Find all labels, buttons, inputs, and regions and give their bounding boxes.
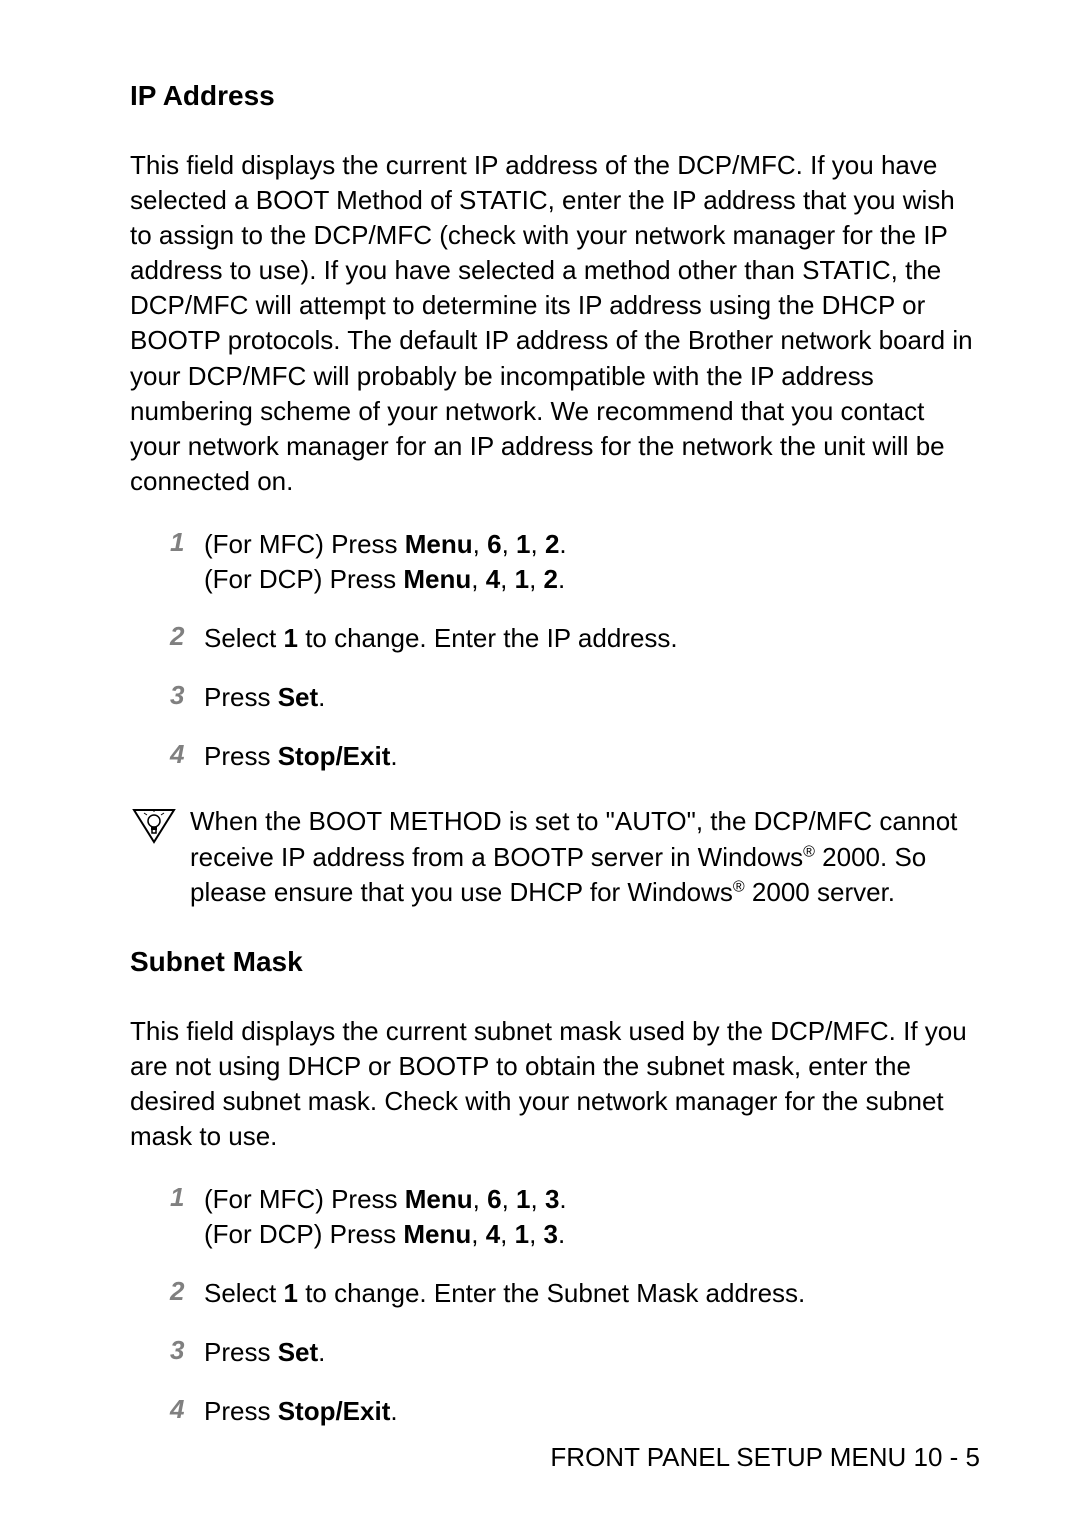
key: 6 [487, 1184, 501, 1214]
registered-mark: ® [803, 843, 815, 860]
text: . [318, 1337, 325, 1367]
step-4: 4 Press Stop/Exit. [170, 1394, 980, 1429]
note-block: When the BOOT METHOD is set to "AUTO", t… [130, 804, 980, 909]
key: 1 [516, 1184, 530, 1214]
step-text: Press Set. [204, 1335, 325, 1370]
text: Press [204, 1396, 278, 1426]
lightbulb-icon [130, 804, 190, 909]
step-number: 2 [170, 1276, 204, 1311]
step-text: Select 1 to change. Enter the IP address… [204, 621, 678, 656]
ip-address-intro: This field displays the current IP addre… [130, 148, 980, 499]
text: , [500, 564, 514, 594]
step-number: 3 [170, 1335, 204, 1370]
step-2: 2 Select 1 to change. Enter the Subnet M… [170, 1276, 980, 1311]
text: , [471, 1219, 485, 1249]
step-3: 3 Press Set. [170, 1335, 980, 1370]
step-number: 4 [170, 1394, 204, 1429]
text: , [502, 529, 516, 559]
text: , [502, 1184, 516, 1214]
step-number: 3 [170, 680, 204, 715]
set-key: Set [278, 682, 318, 712]
text: Select [204, 623, 284, 653]
step-number: 4 [170, 739, 204, 774]
step-text: (For MFC) Press Menu, 6, 1, 3. (For DCP)… [204, 1182, 567, 1252]
note-text: When the BOOT METHOD is set to "AUTO", t… [190, 804, 980, 909]
stop-exit-key: Stop/Exit [278, 1396, 391, 1426]
key: 1 [284, 1278, 298, 1308]
step-2: 2 Select 1 to change. Enter the IP addre… [170, 621, 980, 656]
key: 1 [515, 564, 529, 594]
text: Press [204, 1337, 278, 1367]
step-1: 1 (For MFC) Press Menu, 6, 1, 3. (For DC… [170, 1182, 980, 1252]
text: , [500, 1219, 514, 1249]
text: , [531, 529, 545, 559]
set-key: Set [278, 1337, 318, 1367]
subnet-mask-steps: 1 (For MFC) Press Menu, 6, 1, 3. (For DC… [170, 1182, 980, 1429]
step-4: 4 Press Stop/Exit. [170, 739, 980, 774]
ip-address-steps: 1 (For MFC) Press Menu, 6, 1, 2. (For DC… [170, 527, 980, 774]
subnet-mask-intro: This field displays the current subnet m… [130, 1014, 980, 1154]
text: . [390, 741, 397, 771]
text: , [531, 1184, 545, 1214]
page-footer: FRONT PANEL SETUP MENU 10 - 5 [550, 1442, 980, 1473]
step-text: Press Set. [204, 680, 325, 715]
menu-key: Menu [403, 564, 471, 594]
step-text: (For MFC) Press Menu, 6, 1, 2. (For DCP)… [204, 527, 567, 597]
text: , [529, 564, 543, 594]
text: , [471, 564, 485, 594]
text: . [390, 1396, 397, 1426]
stop-exit-key: Stop/Exit [278, 741, 391, 771]
step-3: 3 Press Set. [170, 680, 980, 715]
key: 1 [516, 529, 530, 559]
key: 4 [486, 564, 500, 594]
key: 1 [515, 1219, 529, 1249]
registered-mark: ® [733, 878, 745, 895]
key: 3 [544, 1219, 558, 1249]
text: (For MFC) Press [204, 1184, 405, 1214]
menu-key: Menu [405, 529, 473, 559]
key: 4 [486, 1219, 500, 1249]
step-1: 1 (For MFC) Press Menu, 6, 1, 2. (For DC… [170, 527, 980, 597]
text: Press [204, 741, 278, 771]
key: 3 [545, 1184, 559, 1214]
text: 2000 server. [745, 877, 895, 907]
key: 1 [284, 623, 298, 653]
step-number: 1 [170, 527, 204, 597]
subnet-mask-heading: Subnet Mask [130, 946, 980, 978]
text: (For DCP) Press [204, 564, 403, 594]
menu-key: Menu [405, 1184, 473, 1214]
step-number: 2 [170, 621, 204, 656]
key: 2 [545, 529, 559, 559]
text: . [558, 1219, 565, 1249]
text: , [529, 1219, 543, 1249]
text: . [559, 529, 566, 559]
step-text: Select 1 to change. Enter the Subnet Mas… [204, 1276, 805, 1311]
step-number: 1 [170, 1182, 204, 1252]
text: Press [204, 682, 278, 712]
text: . [558, 564, 565, 594]
text: . [318, 682, 325, 712]
step-text: Press Stop/Exit. [204, 1394, 398, 1429]
menu-key: Menu [403, 1219, 471, 1249]
text: to change. Enter the IP address. [298, 623, 678, 653]
text: (For MFC) Press [204, 529, 405, 559]
ip-address-heading: IP Address [130, 80, 980, 112]
step-text: Press Stop/Exit. [204, 739, 398, 774]
key: 6 [487, 529, 501, 559]
text: Select [204, 1278, 284, 1308]
text: to change. Enter the Subnet Mask address… [298, 1278, 805, 1308]
text: . [559, 1184, 566, 1214]
text: , [473, 1184, 487, 1214]
key: 2 [544, 564, 558, 594]
text: , [473, 529, 487, 559]
text: (For DCP) Press [204, 1219, 403, 1249]
